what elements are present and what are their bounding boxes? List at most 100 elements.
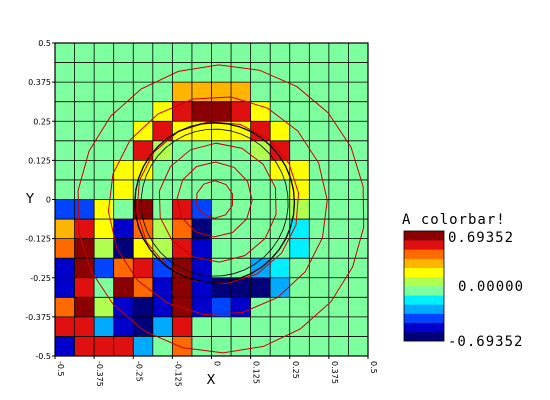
- heatmap-cell: [328, 199, 349, 220]
- heatmap-cell: [55, 316, 75, 337]
- heatmap-cell: [172, 219, 193, 239]
- heatmap-cell: [270, 101, 291, 122]
- x-tick-label: -0.125: [173, 361, 182, 387]
- heatmap-cell: [113, 82, 134, 102]
- heatmap-cell: [270, 277, 291, 298]
- heatmap-cell: [328, 258, 349, 279]
- heatmap-cell: [211, 140, 232, 161]
- colorbar-swatch: [404, 331, 444, 342]
- heatmap-cell: [55, 336, 75, 357]
- heatmap-cell: [74, 140, 95, 161]
- heatmap-cell: [172, 101, 193, 122]
- heatmap-cell: [94, 121, 114, 142]
- heatmap-cell: [94, 43, 114, 63]
- heatmap-cell: [94, 316, 114, 337]
- heatmap-cell: [94, 336, 114, 357]
- heatmap-cell: [211, 258, 232, 279]
- heatmap-cell: [348, 179, 369, 200]
- heatmap-cell: [250, 101, 271, 122]
- heatmap-cell: [113, 199, 134, 220]
- heatmap-cell: [309, 199, 330, 220]
- y-tick-label: 0.125: [28, 156, 51, 165]
- heatmap-cell: [74, 277, 95, 298]
- heatmap-cell: [309, 121, 330, 142]
- heatmap-cell: [55, 43, 75, 63]
- heatmap-cell: [211, 238, 232, 259]
- heatmap-cell: [74, 121, 95, 142]
- heatmap-cell: [133, 101, 154, 122]
- heatmap-cell: [250, 140, 271, 161]
- heatmap-cell: [348, 336, 369, 357]
- heatmap-cell: [74, 199, 95, 220]
- heatmap-cell: [94, 199, 114, 220]
- heatmap-cell: [152, 43, 173, 63]
- heatmap-cell: [289, 82, 310, 102]
- y-axis-label: Y: [25, 192, 34, 207]
- heatmap-cell: [289, 219, 310, 239]
- y-tick-label: -0.25: [30, 274, 51, 283]
- heatmap-cell: [231, 277, 251, 298]
- heatmap-cell: [133, 297, 154, 318]
- heatmap-cell: [309, 62, 330, 83]
- heatmap-cell: [211, 316, 232, 337]
- x-tick-label: -0.375: [95, 361, 104, 387]
- heatmap-cell: [113, 179, 134, 200]
- heatmap-cell: [250, 62, 271, 83]
- heatmap-cell: [328, 101, 349, 122]
- contour-line: [176, 161, 253, 238]
- heatmap-cell: [94, 238, 114, 259]
- heatmap-cell: [328, 179, 349, 200]
- heatmap-cell: [113, 121, 134, 142]
- grid-lines: [55, 43, 368, 356]
- heatmap-cell: [309, 258, 330, 279]
- heatmap-cell: [55, 277, 75, 298]
- heatmap-cell: [94, 101, 114, 122]
- heatmap-cell: [191, 277, 212, 298]
- colorbar-swatch: [404, 240, 444, 250]
- heatmap-cell: [191, 258, 212, 279]
- heatmap-cell: [133, 82, 154, 102]
- heatmap-cell: [55, 219, 75, 239]
- heatmap-cell: [348, 316, 369, 337]
- heatmap-cell: [231, 219, 251, 239]
- heatmap-cell: [191, 43, 212, 63]
- heatmap-cell: [172, 316, 193, 337]
- x-tick-label: 0: [213, 361, 222, 366]
- heatmap-cell: [250, 277, 271, 298]
- heatmap-cell: [231, 297, 251, 318]
- x-tick-label: 0.375: [330, 361, 339, 384]
- heatmap-cell: [74, 101, 95, 122]
- heatmap-cell: [309, 277, 330, 298]
- heatmap-cell: [309, 316, 330, 337]
- heatmap-cell: [152, 316, 173, 337]
- heatmap-cell: [74, 297, 95, 318]
- heatmap-cell: [152, 297, 173, 318]
- heatmap-cell: [55, 179, 75, 200]
- heatmap-cell: [250, 316, 271, 337]
- heatmap-cell: [348, 62, 369, 83]
- heatmap-cell: [289, 101, 310, 122]
- heatmap-cell: [270, 43, 291, 63]
- colorbar-swatch: [404, 249, 444, 259]
- heatmap-cell: [231, 199, 251, 220]
- heatmap-cell: [348, 121, 369, 142]
- heatmap-cell: [172, 336, 193, 357]
- contour-line: [196, 180, 234, 219]
- heatmap-cell: [94, 179, 114, 200]
- heatmap-cell: [133, 62, 154, 83]
- colorbar-min-label: -0.69352: [448, 334, 523, 350]
- contour-line: [158, 142, 277, 263]
- heatmap-cell: [133, 316, 154, 337]
- x-axis-label: X: [207, 373, 216, 388]
- colorbar-swatch: [404, 286, 444, 296]
- heatmap-cell: [74, 336, 95, 357]
- y-tick-label: 0.375: [28, 78, 51, 87]
- heatmap-cell: [133, 140, 154, 161]
- heatmap-cell: [231, 336, 251, 357]
- colorbar-max-label: 0.69352: [448, 230, 514, 246]
- heatmap-cell: [289, 62, 310, 83]
- heatmap-cell: [191, 160, 212, 181]
- heatmap-cell: [231, 82, 251, 102]
- heatmap-cell: [55, 297, 75, 318]
